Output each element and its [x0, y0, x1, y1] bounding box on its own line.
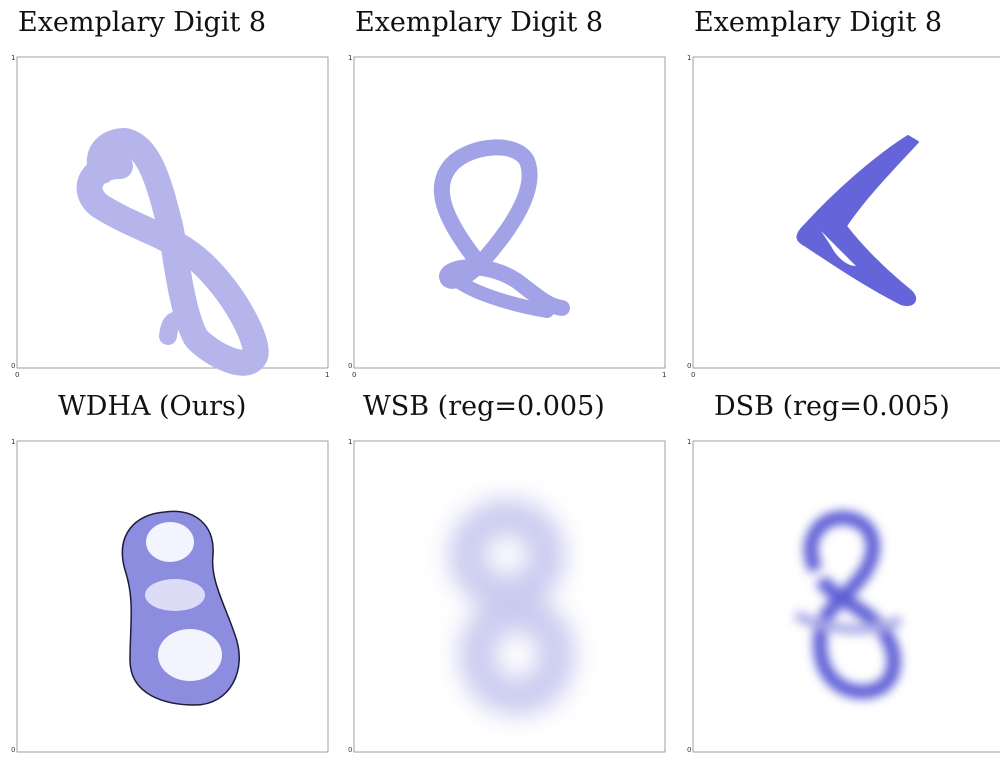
panel-title: WDHA (Ours)	[58, 391, 247, 422]
y-tick-bottom: 0	[687, 362, 691, 370]
barycenter-blur	[449, 499, 575, 715]
plot-dsb: 1 0	[687, 438, 1000, 754]
digit-stroke	[796, 135, 919, 307]
barycenter-shape	[121, 510, 240, 706]
digit-stroke	[76, 128, 269, 376]
digit-stroke	[433, 139, 570, 318]
y-tick-bottom: 0	[687, 746, 691, 754]
y-tick-top: 1	[348, 438, 352, 446]
y-tick-bottom: 0	[348, 362, 352, 370]
panel-title: DSB (reg=0.005)	[714, 391, 950, 422]
panel-title: WSB (reg=0.005)	[363, 391, 605, 422]
barycenter-blur	[793, 510, 903, 700]
plot-exemplar-2: 1 0 0 1	[348, 54, 666, 379]
x-tick-right: 1	[662, 371, 666, 379]
panel-exemplar-1: Exemplary Digit 8 1 0 0 1	[10, 0, 340, 380]
panel-exemplar-2: Exemplary Digit 8 1 0 0 1	[347, 0, 677, 380]
y-tick-top: 1	[687, 438, 691, 446]
panel-title: Exemplary Digit 8	[18, 7, 267, 38]
panel-wsb: WSB (reg=0.005) 1 0	[347, 384, 677, 764]
plot-exemplar-3: 1 0 0	[687, 54, 1000, 379]
y-tick-bottom: 0	[11, 362, 15, 370]
x-tick-right: 1	[325, 371, 329, 379]
y-tick-top: 1	[11, 54, 15, 62]
y-tick-bottom: 0	[348, 746, 352, 754]
y-tick-top: 1	[348, 54, 352, 62]
panel-wdha: WDHA (Ours) 1 0	[10, 384, 340, 764]
panel-exemplar-3: Exemplary Digit 8 1 0 0	[686, 0, 1000, 380]
y-tick-top: 1	[11, 438, 15, 446]
x-tick-left: 0	[352, 371, 356, 379]
y-tick-top: 1	[687, 54, 691, 62]
plot-wdha: 1 0	[11, 438, 329, 754]
plot-wsb: 1 0	[348, 438, 666, 754]
plot-exemplar-1: 1 0 0 1	[11, 54, 329, 379]
panel-title: Exemplary Digit 8	[694, 7, 943, 38]
panel-dsb: DSB (reg=0.005) 1 0	[686, 384, 1000, 764]
x-tick-left: 0	[691, 371, 695, 379]
y-tick-bottom: 0	[11, 746, 15, 754]
panel-title: Exemplary Digit 8	[355, 7, 604, 38]
x-tick-left: 0	[15, 371, 19, 379]
